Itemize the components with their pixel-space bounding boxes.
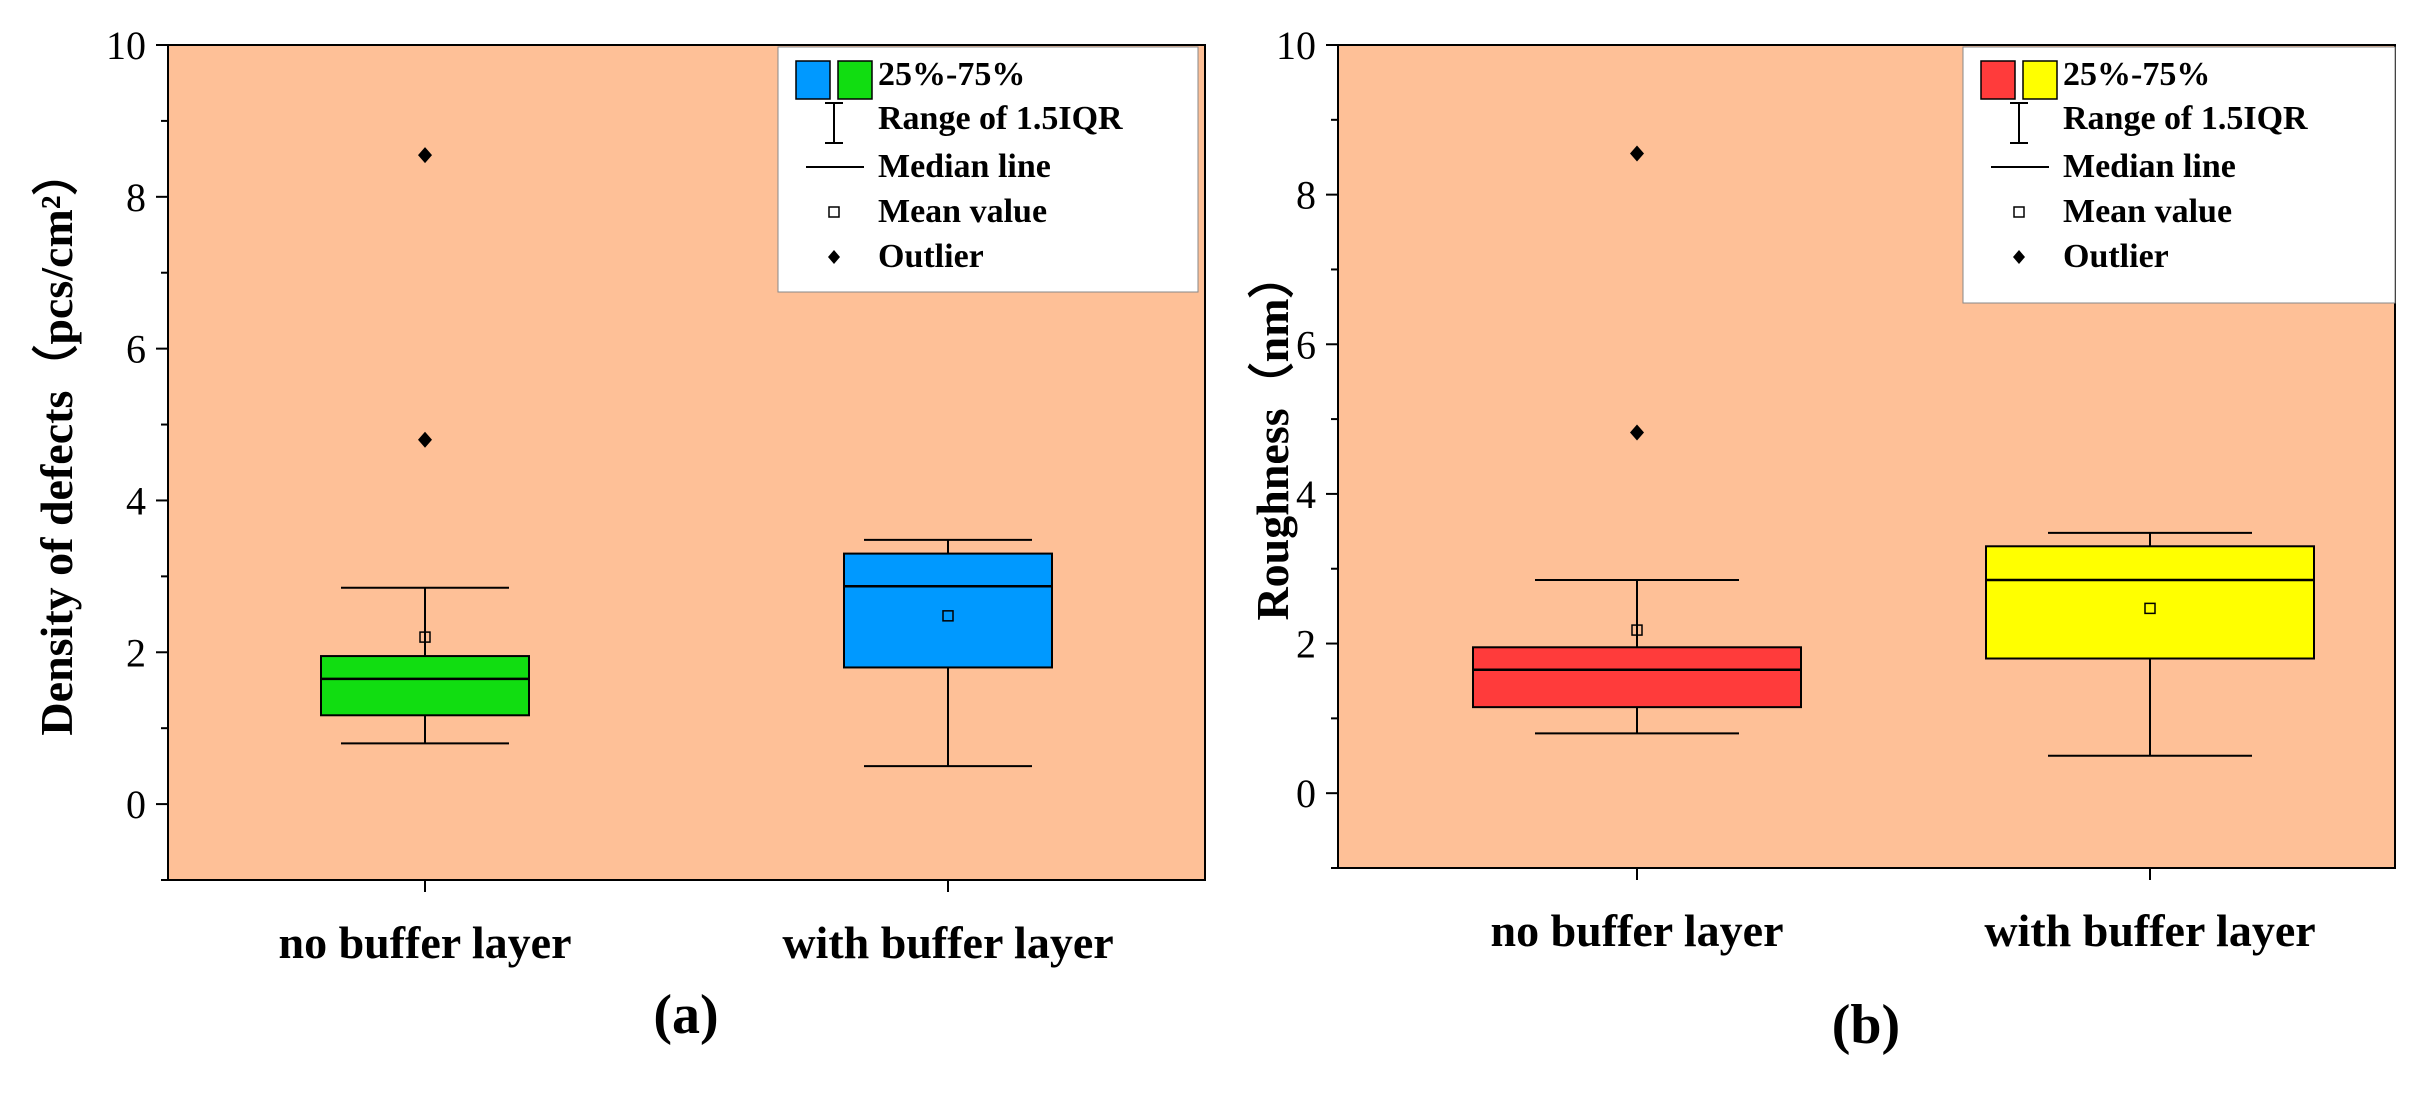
box-no-buffer <box>1472 145 1802 735</box>
panel-a: 0 2 4 6 8 10 no buffer layer with buffer layer D… <box>31 23 1206 1046</box>
legend-swatch <box>837 60 873 100</box>
legend: 25%-75% Range of 1.5IQR Median line Mean va… <box>1962 46 2396 304</box>
box-with-buffer <box>1985 531 2315 757</box>
legend-outlier-icon <box>828 250 840 264</box>
outlier-marker <box>1630 145 1644 162</box>
x-tick-label: with buffer layer <box>782 917 1113 968</box>
x-tick-label: no buffer layer <box>1490 905 1783 956</box>
outlier-marker <box>1630 424 1644 441</box>
mean-marker <box>1631 624 1643 636</box>
y-tick-label: 2 <box>126 630 146 675</box>
iqr-box <box>1472 646 1802 709</box>
legend-label: Range of 1.5IQR <box>878 100 1123 137</box>
legend-label: Outlier <box>2063 238 2169 275</box>
y-tick-label: 2 <box>1296 622 1316 667</box>
y-tick-label: 4 <box>126 478 146 523</box>
legend-label: 25%-75% <box>2063 56 2210 93</box>
y-axis-label: Roughness（nm） <box>1247 252 1298 620</box>
legend-label: Outlier <box>878 238 984 275</box>
box-with-buffer <box>843 538 1053 768</box>
y-tick-label: 10 <box>1276 23 1316 68</box>
x-tick-label: no buffer layer <box>278 917 571 968</box>
outlier-marker <box>418 431 432 448</box>
mean-marker <box>419 631 431 643</box>
legend-outlier-icon <box>2013 250 2025 264</box>
legend-label: Median line <box>2063 148 2236 185</box>
panel-label: (b) <box>1832 994 1900 1056</box>
y-tick-label: 10 <box>106 23 146 68</box>
legend-mean-icon <box>828 206 840 218</box>
y-tick-label: 6 <box>126 327 146 372</box>
y-tick-label: 0 <box>126 782 146 827</box>
panel-b: 0 2 4 6 8 10 no buffer layer with buffer layer R… <box>1247 23 2396 1056</box>
legend-swatch <box>795 60 831 100</box>
iqr-box <box>1985 545 2315 660</box>
mean-marker <box>2144 602 2156 615</box>
legend: 25%-75% Range of 1.5IQR Median line Mean va… <box>777 46 1199 293</box>
legend-swatch <box>1980 60 2016 100</box>
y-axis-label: Density of defects（pcs/cm²） <box>31 149 82 735</box>
outlier-marker <box>418 147 432 164</box>
legend-swatch <box>2022 60 2058 100</box>
y-tick-label: 8 <box>126 175 146 220</box>
y-tick-label: 4 <box>1296 472 1316 517</box>
mean-marker <box>942 610 954 622</box>
legend-label: Mean value <box>2063 193 2232 230</box>
box-no-buffer <box>320 147 530 745</box>
legend-label: 25%-75% <box>878 56 1025 93</box>
x-tick-label: with buffer layer <box>1984 905 2315 956</box>
legend-label: Median line <box>878 148 1051 185</box>
legend-label: Range of 1.5IQR <box>2063 100 2308 137</box>
y-tick-label: 8 <box>1296 173 1316 218</box>
iqr-box <box>320 655 530 717</box>
y-tick-label: 6 <box>1296 322 1316 367</box>
legend-label: Mean value <box>878 193 1047 230</box>
y-tick-label: 0 <box>1296 771 1316 816</box>
legend-mean-icon <box>2013 206 2025 218</box>
panel-label: (a) <box>653 984 718 1046</box>
